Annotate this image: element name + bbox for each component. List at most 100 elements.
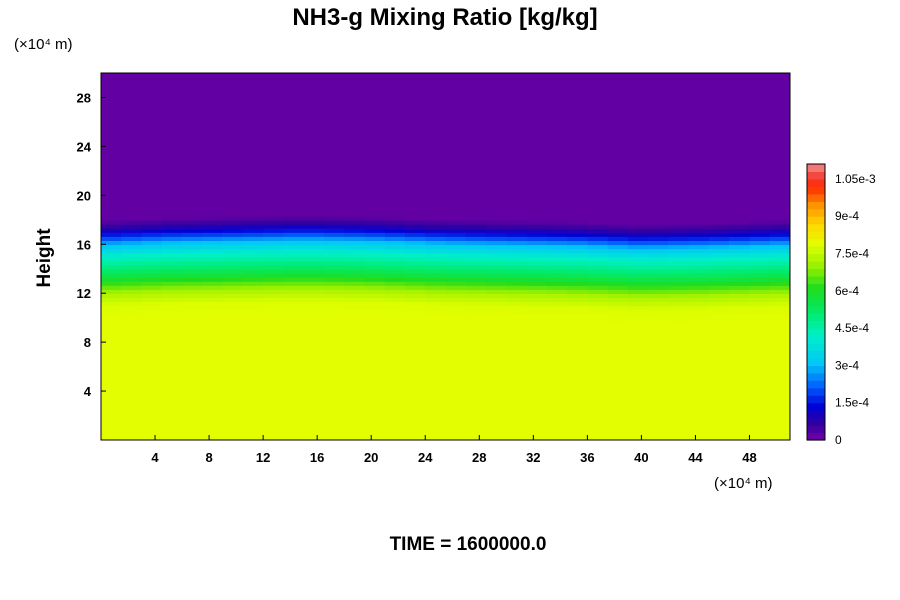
- heatmap-cell: [283, 280, 305, 286]
- heatmap-cell: [627, 370, 649, 376]
- heatmap-cell: [486, 272, 508, 278]
- heatmap-cell: [384, 338, 406, 343]
- heatmap-cell: [384, 325, 406, 331]
- heatmap-cell: [688, 329, 710, 335]
- heatmap-cell: [283, 321, 305, 327]
- heatmap-cell: [465, 427, 487, 433]
- heatmap-cell: [283, 268, 305, 274]
- heatmap-cell: [101, 297, 123, 303]
- heatmap-cell: [648, 395, 670, 401]
- heatmap-cell: [526, 293, 548, 299]
- heatmap-cell: [384, 321, 406, 327]
- heatmap-cell: [141, 313, 163, 319]
- colorbar-band: [807, 186, 825, 195]
- heatmap-cell: [222, 382, 244, 388]
- heatmap-cell: [546, 264, 568, 270]
- heatmap-cell: [384, 313, 406, 319]
- heatmap-cell: [101, 374, 123, 380]
- heatmap-cell: [344, 395, 366, 401]
- heatmap-cell: [222, 366, 244, 372]
- heatmap-cell: [283, 435, 305, 440]
- heatmap-cell: [465, 317, 487, 323]
- heatmap-cell: [161, 325, 183, 331]
- heatmap-cell: [607, 309, 629, 315]
- heatmap-cell: [546, 407, 568, 413]
- heatmap-cell: [364, 435, 386, 440]
- heatmap-cell: [323, 285, 345, 290]
- heatmap-cell: [242, 256, 264, 262]
- heatmap-cell: [708, 427, 730, 433]
- heatmap-cell: [425, 391, 447, 396]
- heatmap-cell: [627, 289, 649, 294]
- heatmap-cell: [526, 370, 548, 376]
- heatmap-cell: [465, 362, 487, 368]
- heatmap-cell: [708, 350, 730, 356]
- heatmap-cell: [425, 301, 447, 307]
- heatmap-cell: [708, 223, 730, 229]
- heatmap-cell: [749, 407, 771, 413]
- heatmap-cell: [526, 407, 548, 413]
- heatmap-cell: [161, 301, 183, 307]
- heatmap-cell: [486, 329, 508, 335]
- heatmap-cell: [445, 411, 467, 417]
- heatmap-cell: [384, 293, 406, 299]
- heatmap-cell: [161, 272, 183, 278]
- x-axis-ticks: 4 8 12 16 20 24 28 32 36 40 44 48: [151, 435, 757, 465]
- heatmap-cell: [101, 301, 123, 307]
- heatmap-cell: [769, 232, 790, 237]
- heatmap-cell: [283, 289, 305, 294]
- heatmap-cell: [242, 325, 264, 331]
- heatmap-cell: [202, 399, 224, 405]
- heatmap-cell: [283, 207, 305, 213]
- heatmap-cell: [708, 378, 730, 384]
- heatmap-cell: [607, 317, 629, 323]
- heatmap-cell: [263, 252, 285, 258]
- heatmap-cell: [263, 325, 285, 331]
- heatmap-cell: [506, 240, 528, 246]
- heatmap-cell: [404, 207, 427, 213]
- heatmap-cell: [161, 232, 183, 237]
- heatmap-cell: [506, 399, 528, 405]
- heatmap-cell: [202, 431, 224, 437]
- heatmap-cell: [465, 272, 487, 278]
- heatmap-cell: [627, 403, 649, 409]
- heatmap-cell: [364, 211, 386, 217]
- heatmap-cell: [404, 329, 427, 335]
- heatmap-cell: [729, 382, 751, 388]
- heatmap-cell: [749, 395, 771, 401]
- heatmap-cell: [303, 415, 325, 421]
- heatmap-cell: [323, 313, 345, 319]
- heatmap-cell: [202, 289, 224, 294]
- heatmap-cell: [404, 403, 427, 409]
- heatmap-cell: [486, 285, 508, 290]
- heatmap-cell: [242, 415, 264, 421]
- heatmap-cell: [182, 386, 204, 392]
- heatmap-cell: [486, 350, 508, 356]
- heatmap-cell: [729, 285, 751, 290]
- heatmap-cell: [526, 411, 548, 417]
- heatmap-cell: [242, 313, 264, 319]
- heatmap-cell: [668, 236, 690, 241]
- heatmap-cell: [425, 374, 447, 380]
- heatmap-cell: [161, 207, 183, 213]
- heatmap-cell: [425, 403, 447, 409]
- heatmap-cell: [364, 395, 386, 401]
- heatmap-cell: [101, 260, 123, 266]
- heatmap-cell: [182, 419, 204, 425]
- heatmap-cell: [688, 382, 710, 388]
- heatmap-cell: [546, 321, 568, 327]
- heatmap-cell: [404, 427, 427, 433]
- heatmap-cell: [506, 252, 528, 258]
- heatmap-cell: [688, 325, 710, 331]
- colorbar-band: [807, 335, 825, 344]
- heatmap-cell: [182, 325, 204, 331]
- heatmap-cell: [769, 297, 790, 303]
- heatmap-cell: [283, 415, 305, 421]
- heatmap-cell: [263, 338, 285, 343]
- colorbar-tick-label: 3e-4: [835, 358, 859, 372]
- heatmap-cell: [486, 415, 508, 421]
- heatmap-cell: [182, 252, 204, 258]
- heatmap-cell: [101, 256, 123, 262]
- heatmap-cell: [769, 260, 790, 266]
